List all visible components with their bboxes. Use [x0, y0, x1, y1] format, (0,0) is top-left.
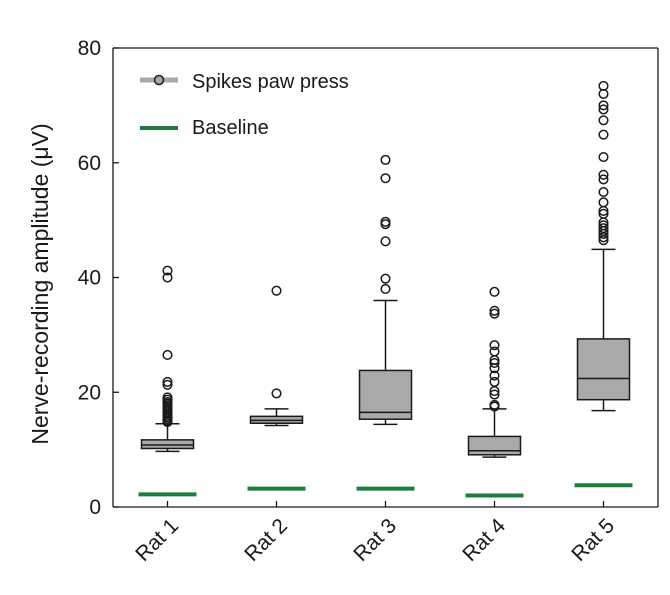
outlier-rat-5-16 — [598, 104, 609, 115]
outlier-rat-4-12 — [489, 305, 500, 316]
outlier-rat-3-6 — [380, 154, 391, 165]
outlier-rat-5-7 — [598, 208, 609, 219]
outlier-rat-3-0 — [380, 283, 391, 295]
outlier-rat-4-13 — [489, 286, 500, 297]
outlier-rat-4-5 — [489, 370, 500, 381]
outlier-rat-1-17 — [162, 349, 173, 361]
outlier-rat-5-4 — [598, 223, 609, 234]
outlier-rat-3-2 — [380, 236, 391, 247]
outlier-rat-3-4 — [380, 216, 391, 227]
outlier-rat-5-13 — [598, 151, 609, 163]
box-rat-5 — [576, 338, 631, 401]
outlier-rat-5-5 — [598, 220, 609, 231]
y-tick-label-60: 60 — [78, 152, 101, 175]
outlier-rat-4-11 — [489, 308, 500, 319]
x-tick-label-rat-2: Rat 2 — [240, 514, 292, 566]
y-tick-label-80: 80 — [78, 37, 101, 60]
outlier-rat-2-1 — [271, 285, 282, 296]
outlier-rat-4-7 — [489, 357, 500, 369]
outlier-rat-5-10 — [598, 186, 609, 198]
outlier-rat-1-18 — [162, 272, 173, 283]
x-tick-label-rat-1: Rat 1 — [131, 514, 183, 566]
legend-spikes-swatch-marker — [153, 74, 165, 86]
outlier-rat-5-12 — [598, 169, 609, 180]
y-tick-label-40: 40 — [78, 267, 101, 290]
x-tick-label-rat-4: Rat 4 — [458, 514, 510, 566]
x-tick-label-rat-3: Rat 3 — [349, 514, 401, 566]
outlier-rat-1-15 — [162, 379, 173, 390]
plot-area: 0 20 40 60 80 Rat 1 Rat 2 Rat 3 Rat 4 Rat 5 — [78, 37, 659, 566]
outlier-rat-5-15 — [598, 115, 609, 126]
outlier-rat-4-9 — [489, 346, 500, 357]
outlier-rat-4-4 — [489, 376, 500, 387]
outlier-rat-1-16 — [162, 376, 173, 387]
legend-label-spikes: Spikes paw press — [192, 71, 349, 93]
legend: Spikes paw press Baseline — [140, 71, 349, 139]
legend-label-baseline: Baseline — [192, 117, 269, 139]
outlier-rat-1-14 — [162, 392, 173, 403]
outlier-rat-3-5 — [380, 173, 391, 184]
box-rat-4 — [467, 435, 522, 456]
y-tick-label-20: 20 — [78, 381, 101, 404]
box-rat-1 — [140, 439, 195, 450]
outlier-rat-4-1 — [489, 399, 500, 410]
box-rat-3 — [358, 369, 413, 420]
outlier-rat-5-17 — [598, 100, 609, 111]
outlier-rat-3-1 — [380, 273, 391, 284]
outlier-rat-1-19 — [162, 265, 173, 276]
y-axis-title: Nerve-recording amplitude (μV) — [27, 123, 53, 444]
outlier-rat-5-11 — [598, 174, 609, 185]
outlier-rat-5-14 — [598, 129, 609, 140]
outlier-rat-4-10 — [489, 340, 500, 351]
outlier-rat-5-19 — [598, 80, 609, 91]
outlier-rat-2-0 — [271, 388, 282, 399]
x-tick-label-rat-5: Rat 5 — [567, 514, 619, 566]
outlier-rat-4-2 — [489, 389, 500, 400]
y-tick-label-0: 0 — [89, 496, 101, 519]
outlier-rat-5-9 — [598, 197, 609, 208]
